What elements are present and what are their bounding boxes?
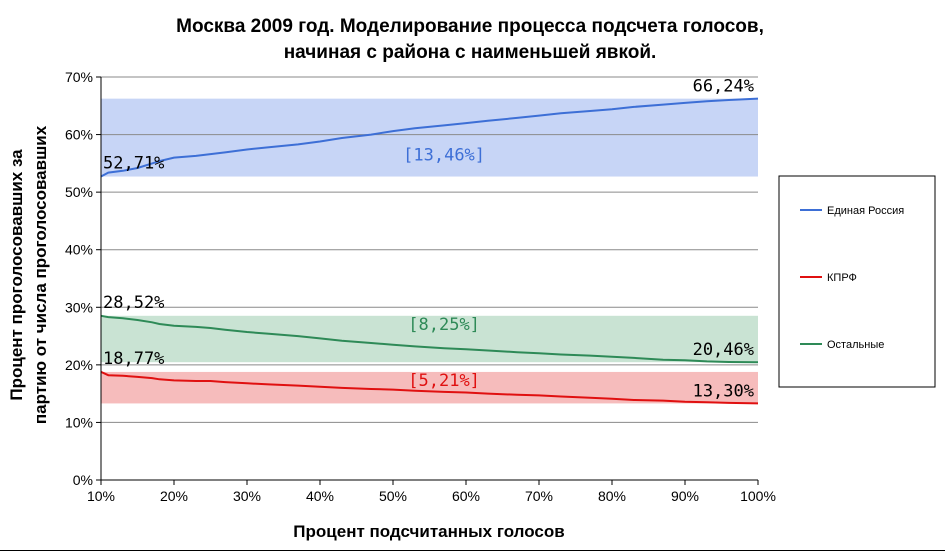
chart-title: Москва 2009 год. Моделирование процесса … bbox=[176, 16, 764, 37]
series-lines bbox=[100, 97, 759, 405]
y-tick-labels: 0% 10% 20% 30% 40% 50% 60% 70% bbox=[65, 69, 93, 488]
y-tick-label: 50% bbox=[65, 184, 93, 200]
y-tick-label: 70% bbox=[65, 69, 93, 85]
x-tick-label: 100% bbox=[740, 488, 776, 504]
x-tick-label: 10% bbox=[87, 488, 115, 504]
y-tick-label: 40% bbox=[65, 242, 93, 258]
legend-label: Единая Россия bbox=[827, 205, 904, 217]
axes bbox=[96, 76, 759, 485]
end-value-label: 66,24% bbox=[693, 77, 754, 97]
range-band-1 bbox=[101, 371, 758, 404]
y-axis-title-line1: Процент проголосовавших за bbox=[7, 149, 26, 401]
grid-lines bbox=[101, 76, 758, 423]
x-tick-label: 70% bbox=[525, 488, 553, 504]
start-value-label: 28,52% bbox=[103, 293, 164, 313]
legend-box bbox=[778, 175, 936, 388]
series-line-2 bbox=[100, 314, 759, 364]
series-line-0 bbox=[100, 97, 759, 178]
x-tick-label: 20% bbox=[160, 488, 188, 504]
legend: Единая Россия КПРФ Остальные bbox=[800, 205, 904, 351]
chart-subtitle: начиная с района с наименьшей явкой. bbox=[284, 42, 657, 63]
legend-label: Остальные bbox=[827, 339, 884, 351]
start-value-label: 52,71% bbox=[103, 154, 164, 174]
y-tick-label: 30% bbox=[65, 299, 93, 315]
range-band-2 bbox=[101, 315, 758, 363]
x-axis-title: Процент подсчитанных голосов bbox=[293, 522, 564, 541]
x-tick-label: 60% bbox=[452, 488, 480, 504]
x-tick-labels: 10% 20% 30% 40% 50% 60% 70% 80% 90% 100% bbox=[87, 488, 776, 504]
y-tick-label: 0% bbox=[73, 472, 93, 488]
start-value-label: 18,77% bbox=[103, 349, 164, 369]
y-tick-label: 10% bbox=[65, 414, 93, 430]
x-tick-label: 90% bbox=[671, 488, 699, 504]
range-label: [8,25%] bbox=[408, 315, 480, 335]
x-tick-label: 30% bbox=[233, 488, 261, 504]
y-tick-label: 60% bbox=[65, 127, 93, 143]
data-annotations: 52,71% 66,24% [13,46%] 18,77% 13,30% [5,21%] 2… bbox=[103, 77, 754, 402]
range-band-0 bbox=[101, 98, 758, 177]
range-label: [5,21%] bbox=[408, 371, 480, 391]
range-bands bbox=[101, 98, 758, 404]
end-value-label: 20,46% bbox=[693, 340, 754, 360]
y-tick-label: 20% bbox=[65, 357, 93, 373]
x-tick-label: 40% bbox=[306, 488, 334, 504]
series-line-1 bbox=[100, 370, 759, 405]
x-tick-label: 50% bbox=[379, 488, 407, 504]
x-tick-label: 80% bbox=[598, 488, 626, 504]
range-label: [13,46%] bbox=[403, 146, 485, 166]
y-axis-title-line2: партию от числа проголосовавших bbox=[31, 125, 50, 424]
end-value-label: 13,30% bbox=[693, 381, 754, 401]
legend-label: КПРФ bbox=[827, 272, 857, 284]
